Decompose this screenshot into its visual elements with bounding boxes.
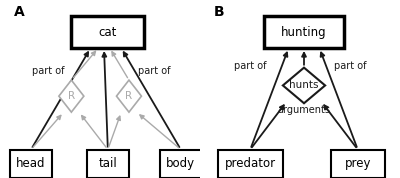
Text: R: R [125,91,132,101]
Text: prey: prey [344,157,371,170]
Text: predator: predator [225,157,276,170]
Text: B: B [214,5,224,19]
Text: cat: cat [99,25,117,39]
Text: part of: part of [32,66,64,76]
Polygon shape [116,80,142,112]
Text: part of: part of [234,61,266,71]
Text: hunting: hunting [281,25,327,39]
FancyBboxPatch shape [160,150,202,178]
Text: hunts: hunts [289,80,319,90]
FancyBboxPatch shape [87,150,129,178]
Text: part of: part of [138,66,170,76]
Polygon shape [59,80,84,112]
Text: head: head [16,157,46,170]
Text: A: A [14,5,24,19]
Text: tail: tail [98,157,117,170]
FancyBboxPatch shape [71,16,144,48]
Text: R: R [68,91,75,101]
FancyBboxPatch shape [218,150,283,178]
FancyBboxPatch shape [10,150,52,178]
Text: arguments: arguments [278,105,330,115]
FancyBboxPatch shape [264,16,344,48]
Polygon shape [283,68,325,103]
FancyBboxPatch shape [331,150,385,178]
Text: body: body [166,157,195,170]
Text: part of: part of [334,61,366,71]
